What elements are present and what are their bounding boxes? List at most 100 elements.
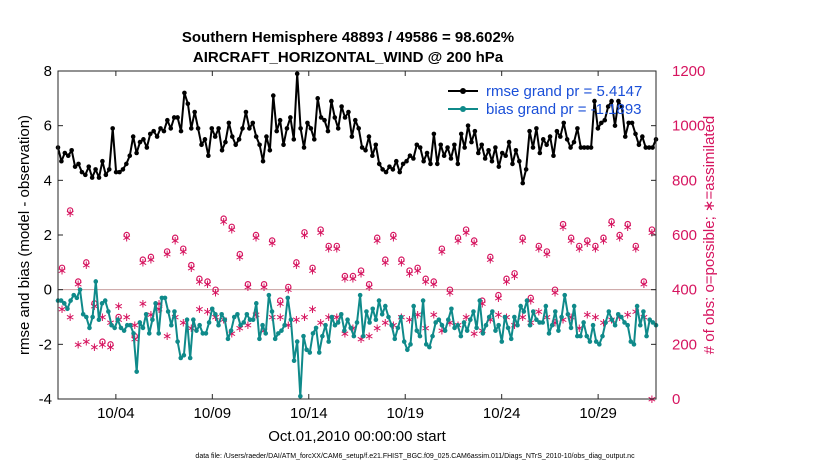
bias-point [102, 298, 108, 303]
rmse-point [311, 137, 317, 142]
rmse-point [588, 145, 594, 150]
left-tick-label: 2 [44, 227, 52, 244]
obs-assimilated-point: ∗ [299, 228, 309, 242]
x-tick-label: 10/04 [97, 405, 135, 422]
obs-possible-point [349, 272, 357, 280]
rmse-point [435, 161, 440, 167]
bias-point [231, 314, 237, 320]
bias-point [345, 317, 350, 323]
obs-possible-point [83, 259, 90, 266]
obs-assimilated-point: ∗ [291, 258, 301, 272]
obs-possible-point [422, 275, 429, 282]
bias-point [279, 328, 284, 333]
obs-assimilated-point: ∗ [219, 214, 229, 228]
obs-assimilated-point: ∗ [89, 340, 99, 354]
data-file-footnote: data file: /Users/raeder/DAI/ATM_forcXX/… [195, 453, 635, 460]
obs-possible-point [446, 286, 454, 293]
obs-assimilated-point: ∗ [340, 326, 350, 340]
bias-point [84, 314, 89, 320]
rmse-point [482, 156, 488, 161]
bias-point [464, 328, 470, 333]
rmse-point [458, 131, 464, 137]
obs-assimilated-point: ∗ [429, 307, 439, 321]
obs-possible-point [648, 226, 656, 233]
obs-assimilated-point: ∗ [283, 318, 293, 332]
bias-point [606, 309, 612, 314]
rmse-point [206, 153, 211, 159]
obs-assimilated-point: ∗ [582, 307, 592, 321]
bias-point [181, 352, 187, 358]
rmse-point [76, 161, 81, 167]
obs-possible-point [584, 237, 591, 244]
bias-point [376, 298, 382, 303]
obs-assimilated-point: ∗ [243, 280, 253, 294]
bias-point [530, 309, 536, 314]
rmse-point [315, 96, 321, 101]
rmse-point [366, 134, 372, 139]
left-tick-label: -4 [39, 391, 52, 408]
rmse-point [62, 150, 68, 156]
bias-point [332, 322, 338, 328]
obs-assimilated-point: ∗ [138, 296, 148, 310]
bias-point [99, 301, 105, 306]
obs-assimilated-point: ∗ [122, 310, 132, 324]
bias-point [540, 320, 545, 325]
bias-point [512, 314, 517, 320]
rmse-point [428, 161, 433, 167]
rmse-point [178, 128, 184, 134]
bias-point [250, 317, 256, 323]
rmse-point [253, 134, 259, 139]
obs-possible-point [139, 256, 147, 263]
bias-point [578, 333, 583, 339]
bias-point [316, 350, 322, 355]
rmse-point [322, 117, 327, 123]
rmse-point [318, 115, 324, 120]
obs-assimilated-point: ∗ [631, 242, 641, 256]
rmse-point [616, 98, 621, 104]
obs-possible-point [58, 264, 66, 271]
legend: rmse grand pr = 5.4147 bias grand pr = -… [448, 83, 642, 118]
obs-assimilated-point: ∗ [493, 307, 503, 321]
bias-point [93, 279, 99, 284]
obs-assimilated-point: ∗ [259, 280, 269, 294]
bias-point [118, 325, 124, 331]
left-tick-label: -2 [39, 336, 52, 353]
bias-point [162, 295, 168, 301]
rmse-point [168, 126, 174, 131]
obs-possible-point [398, 256, 405, 263]
obs-assimilated-point: ∗ [437, 244, 447, 258]
obs-possible-point [470, 237, 478, 244]
obs-assimilated-point: ∗ [501, 274, 511, 288]
x-tick-label: 10/09 [194, 405, 232, 422]
bias-point [238, 322, 243, 328]
rmse-point [445, 145, 450, 150]
right-y-axis-label: # of obs: o=possible; ∗=assimilated [701, 116, 718, 355]
rmse-point [346, 109, 351, 115]
rmse-point [424, 150, 430, 156]
rmse-point [264, 134, 269, 139]
bias-point [430, 333, 435, 339]
obs-assimilated-point: ∗ [227, 223, 237, 237]
bias-point [285, 295, 291, 301]
bias-point [593, 339, 599, 344]
rmse-point [124, 161, 129, 167]
rmse-point [517, 158, 522, 164]
rmse-point [113, 169, 119, 175]
rmse-point [257, 142, 262, 148]
obs-possible-point [228, 223, 235, 230]
bias-point [266, 292, 272, 298]
obs-assimilated-point: ∗ [57, 302, 67, 316]
obs-possible-point [75, 278, 82, 285]
bias-point [68, 298, 73, 303]
rmse-point [486, 147, 491, 153]
obs-assimilated-point: ∗ [178, 244, 188, 258]
bias-point [499, 339, 505, 344]
bias-point [304, 347, 309, 353]
obs-assimilated-point: ∗ [267, 236, 277, 250]
obs-assimilated-point: ∗ [308, 264, 318, 278]
x-tick-label: 10/24 [483, 405, 521, 422]
obs-possible-point [220, 215, 227, 222]
bias-point [178, 355, 184, 361]
obs-possible-point [212, 286, 219, 293]
bias-point [537, 320, 542, 325]
